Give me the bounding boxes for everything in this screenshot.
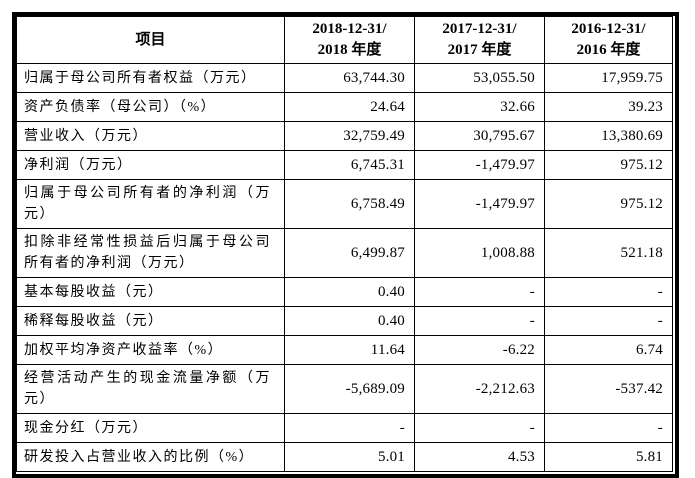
table-row: 扣除非经常性损益后归属于母公司所有者的净利润（万元） 6,499.87 1,008.…	[16, 228, 673, 278]
row-value: 32.66	[414, 92, 545, 122]
row-value: -	[284, 413, 415, 443]
table-row: 营业收入（万元） 32,759.49 30,795.67 13,380.69	[16, 121, 673, 151]
row-value: -	[414, 306, 545, 336]
row-value: 6.74	[544, 335, 673, 365]
row-value: -5,689.09	[284, 364, 415, 414]
row-label: 经营活动产生的现金流量净额（万元）	[16, 364, 285, 414]
row-value: 39.23	[544, 92, 673, 122]
row-value: 24.64	[284, 92, 415, 122]
period-year-line: 2017 年度	[447, 42, 512, 58]
row-value: 32,759.49	[284, 121, 415, 151]
row-value: 53,055.50	[414, 63, 545, 93]
row-label: 归属于母公司所有者权益（万元）	[16, 63, 285, 93]
financial-summary-table: 项目 2018-12-31/ 2018 年度 2017-12-31/ 2017 …	[16, 16, 673, 472]
table-row: 归属于母公司所有者权益（万元） 63,744.30 53,055.50 17,959.…	[16, 63, 673, 93]
row-value: -	[414, 277, 545, 307]
row-value: 6,499.87	[284, 228, 415, 278]
row-value: 0.40	[284, 306, 415, 336]
row-label: 研发投入占营业收入的比例（%）	[16, 442, 285, 472]
column-header-period-2016: 2016-12-31/ 2016 年度	[544, 16, 673, 64]
period-year-line: 2018 年度	[317, 42, 382, 58]
table-row: 归属于母公司所有者的净利润（万元） 6,758.49 -1,479.97 975.12	[16, 179, 673, 229]
row-label: 营业收入（万元）	[16, 121, 285, 151]
row-value: -1,479.97	[414, 179, 545, 229]
row-value: 521.18	[544, 228, 673, 278]
table-header-row: 项目 2018-12-31/ 2018 年度 2017-12-31/ 2017 …	[16, 16, 673, 64]
row-value: -2,212.63	[414, 364, 545, 414]
table-row: 研发投入占营业收入的比例（%） 5.01 4.53 5.81	[16, 442, 673, 472]
row-value: 975.12	[544, 150, 673, 180]
row-value: 5.01	[284, 442, 415, 472]
row-label: 资产负债率（母公司）（%）	[16, 92, 285, 122]
row-value: 1,008.88	[414, 228, 545, 278]
column-header-period-2017: 2017-12-31/ 2017 年度	[414, 16, 545, 64]
table-row: 经营活动产生的现金流量净额（万元） -5,689.09 -2,212.63 -537.…	[16, 364, 673, 414]
table-row: 净利润（万元） 6,745.31 -1,479.97 975.12	[16, 150, 673, 180]
table-row: 基本每股收益（元） 0.40- -	[16, 277, 673, 307]
row-value: -	[414, 413, 545, 443]
row-label: 现金分红（万元）	[16, 413, 285, 443]
row-value: 6,758.49	[284, 179, 415, 229]
row-value: 5.81	[544, 442, 673, 472]
table-row: 加权平均净资产收益率（%） 11.64 -6.22 6.74	[16, 335, 673, 365]
row-value: 0.40	[284, 277, 415, 307]
table-row: 资产负债率（母公司）（%） 24.64 32.66 39.23	[16, 92, 673, 122]
financial-table-frame: 项目 2018-12-31/ 2018 年度 2017-12-31/ 2017 …	[12, 12, 679, 478]
row-value: 4.53	[414, 442, 545, 472]
row-value: 975.12	[544, 179, 673, 229]
row-value: 30,795.67	[414, 121, 545, 151]
row-label: 净利润（万元）	[16, 150, 285, 180]
row-label: 稀释每股收益（元）	[16, 306, 285, 336]
row-value: -1,479.97	[414, 150, 545, 180]
table-row: 现金分红（万元） - - -	[16, 413, 673, 443]
row-label: 加权平均净资产收益率（%）	[16, 335, 285, 365]
column-header-period-2018: 2018-12-31/ 2018 年度	[284, 16, 415, 64]
row-label: 扣除非经常性损益后归属于母公司所有者的净利润（万元）	[16, 228, 285, 278]
table-row: 稀释每股收益（元） 0.40- -	[16, 306, 673, 336]
row-value: 6,745.31	[284, 150, 415, 180]
row-value: 17,959.75	[544, 63, 673, 93]
row-value: 63,744.30	[284, 63, 415, 93]
column-header-item: 项目	[16, 16, 285, 64]
row-value: 13,380.69	[544, 121, 673, 151]
row-value: -	[544, 306, 673, 336]
period-date-line: 2016-12-31/	[571, 21, 646, 37]
row-value: 11.64	[284, 335, 415, 365]
period-date-line: 2018-12-31/	[312, 21, 387, 37]
row-value: -537.42	[544, 364, 673, 414]
row-value: -6.22	[414, 335, 545, 365]
row-value: -	[544, 277, 673, 307]
row-value: -	[544, 413, 673, 443]
row-label: 基本每股收益（元）	[16, 277, 285, 307]
period-date-line: 2017-12-31/	[442, 21, 517, 37]
row-label: 归属于母公司所有者的净利润（万元）	[16, 179, 285, 229]
period-year-line: 2016 年度	[576, 42, 641, 58]
